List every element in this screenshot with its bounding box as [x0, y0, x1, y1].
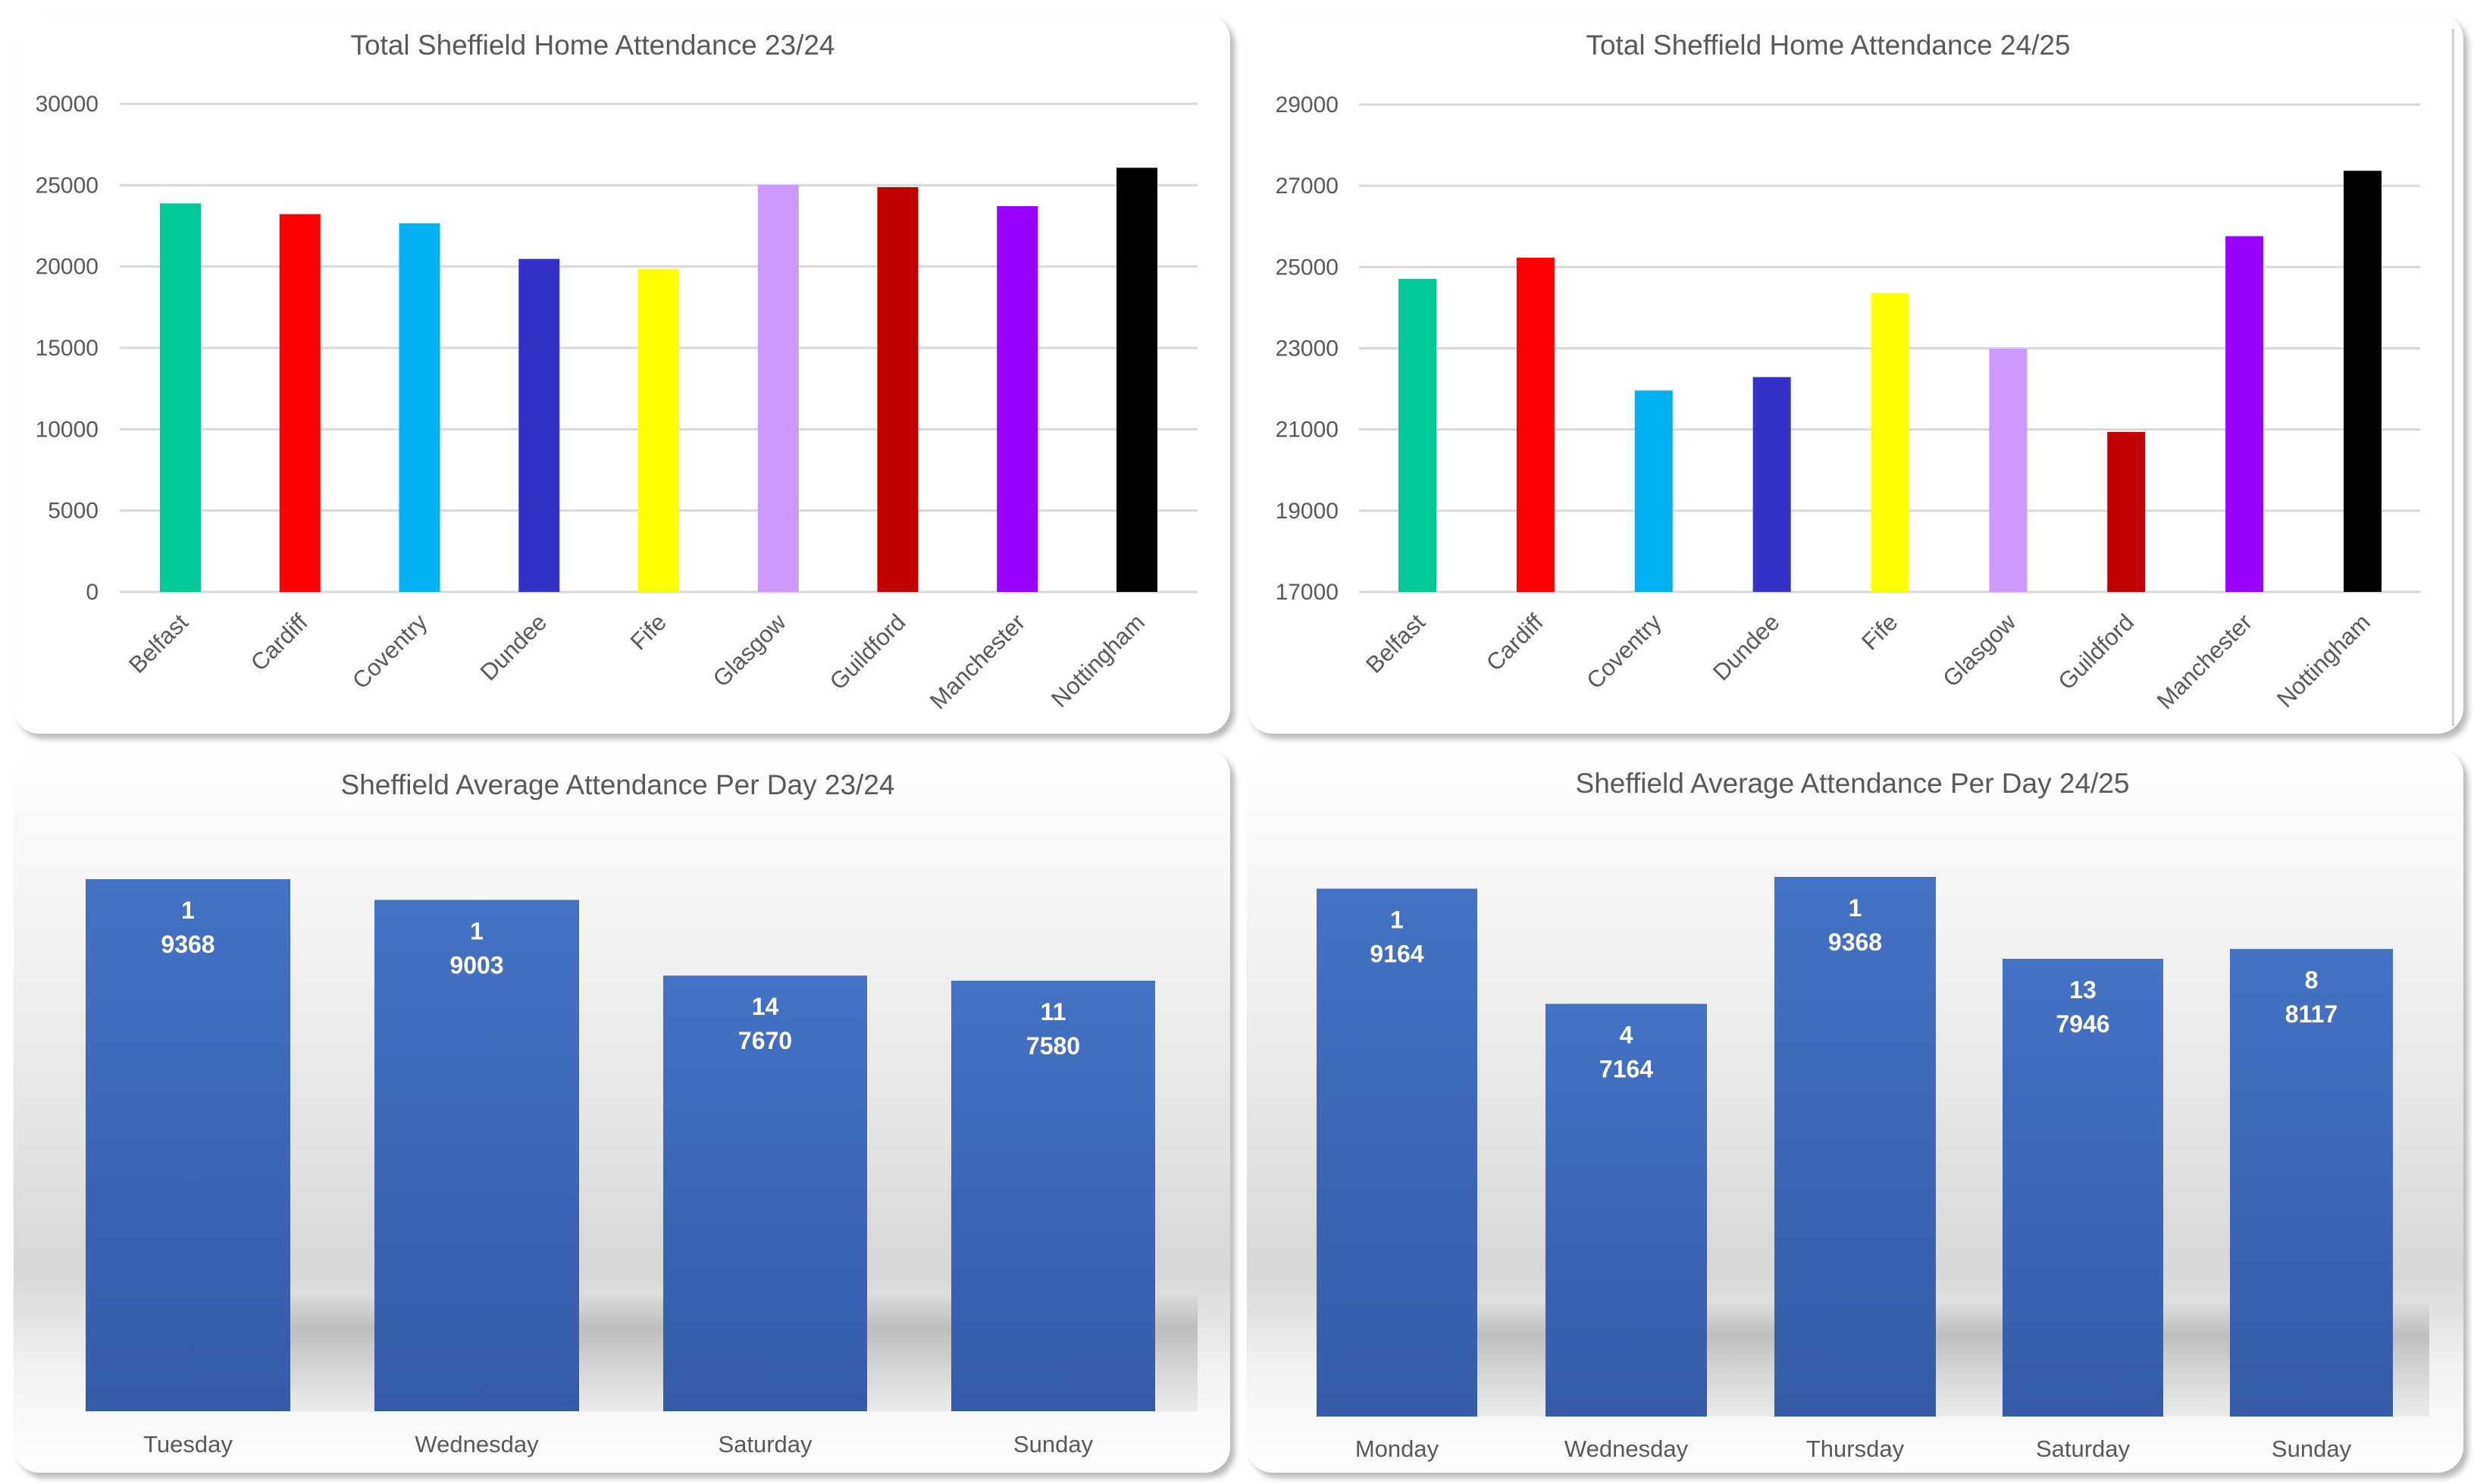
chart-avg-day-23-24: Sheffield Average Attendance Per Day 23/…	[86, 769, 1198, 1457]
x-tick-label: Monday	[1355, 1435, 1439, 1462]
x-tick-label: Guildford	[2053, 609, 2139, 695]
data-label-value: 9003	[449, 951, 503, 978]
y-tick-label: 20000	[36, 255, 99, 280]
data-label-value: 9368	[1828, 928, 1882, 956]
panel-edge-line	[2452, 29, 2454, 726]
bar-tuesday	[86, 879, 290, 1411]
x-tick-label: Wednesday	[1564, 1435, 1689, 1462]
x-tick-label: Sunday	[1013, 1431, 1094, 1457]
bar-manchester	[2225, 236, 2264, 592]
x-tick-label: Glasgow	[1937, 609, 2021, 692]
x-tick-label: Fife	[1856, 609, 1902, 655]
bar-belfast	[1398, 278, 1436, 592]
x-tick-label: Glasgow	[708, 609, 791, 692]
x-tick-label: Belfast	[1361, 609, 1430, 678]
data-label-count: 4	[1620, 1022, 1633, 1049]
chart-title: Sheffield Average Attendance Per Day 24/…	[1576, 768, 2130, 799]
data-label-count: 13	[2069, 976, 2097, 1003]
data-label-count: 1	[470, 917, 484, 944]
bar-guildford	[877, 186, 919, 593]
y-tick-label: 21000	[1276, 418, 1339, 443]
bar-dundee	[1752, 377, 1791, 592]
bar-thursday	[1774, 877, 1936, 1417]
data-label-value: 9164	[1370, 941, 1423, 968]
bar-glasgow	[1989, 349, 2028, 592]
x-tick-label: Tuesday	[143, 1431, 233, 1457]
chart-total-23-24: Total Sheffield Home Attendance 23/24 0 5…	[36, 30, 1198, 714]
y-tick-label: 15000	[36, 336, 99, 361]
bar-fife	[1871, 293, 1909, 592]
y-tick-label: 29000	[1276, 92, 1339, 117]
y-tick-label: 23000	[1276, 337, 1339, 362]
bar-coventry	[1634, 390, 1673, 592]
x-tick-label: Belfast	[124, 609, 193, 678]
chart-title: Sheffield Average Attendance Per Day 23/…	[341, 769, 895, 800]
chart-avg-day-24-25: Sheffield Average Attendance Per Day 24/…	[1317, 768, 2429, 1462]
chart-title: Total Sheffield Home Attendance 23/24	[350, 30, 835, 61]
y-tick-label: 5000	[48, 499, 99, 524]
bar-glasgow	[757, 184, 799, 593]
chart-total-24-25: Total Sheffield Home Attendance 24/25 17…	[1276, 30, 2420, 714]
bar-nottingham	[2344, 171, 2382, 593]
bar-monday	[1317, 888, 1477, 1417]
y-tick-label: 25000	[36, 173, 99, 198]
bar-wednesday	[1545, 1003, 1707, 1417]
y-tick-label: 17000	[1276, 580, 1339, 605]
bar-cardiff	[279, 214, 321, 592]
bar-dundee	[518, 258, 560, 592]
y-tick-label: 19000	[1276, 499, 1339, 524]
x-tick-label: Manchester	[2152, 609, 2257, 714]
bar-wednesday	[374, 900, 579, 1411]
data-label-count: 11	[1041, 998, 1066, 1025]
bar-cardiff	[1516, 258, 1555, 592]
y-tick-label: 10000	[36, 417, 99, 442]
x-tick-label: Nottingham	[2272, 609, 2375, 712]
x-tick-label: Sunday	[2272, 1435, 2352, 1462]
x-tick-label: Saturday	[718, 1431, 813, 1457]
data-label-count: 1	[181, 897, 195, 924]
x-tick-label: Wednesday	[415, 1431, 539, 1457]
bar-sunday	[951, 980, 1155, 1411]
data-label-count: 14	[752, 993, 779, 1020]
x-tick-label: Dundee	[1708, 609, 1785, 686]
x-tick-label: Cardiff	[246, 609, 313, 676]
data-label-count: 8	[2305, 966, 2319, 994]
x-tick-label: Coventry	[347, 609, 433, 694]
data-label-count: 1	[1849, 894, 1862, 922]
data-label-value: 7164	[1599, 1056, 1653, 1083]
data-label-value: 8117	[2285, 1000, 2338, 1028]
y-tick-label: 25000	[1276, 255, 1339, 280]
data-label-value: 9368	[161, 931, 215, 958]
bar-belfast	[160, 203, 201, 593]
data-label-value: 7946	[2056, 1010, 2109, 1038]
data-label-value: 7670	[738, 1027, 792, 1054]
chart-title: Total Sheffield Home Attendance 24/25	[1586, 30, 2070, 61]
bar-nottingham	[1116, 167, 1157, 592]
x-tick-label: Guildford	[825, 609, 911, 695]
x-tick-label: Thursday	[1806, 1435, 1905, 1462]
y-tick-label: 27000	[1276, 174, 1339, 199]
x-tick-label: Nottingham	[1046, 609, 1150, 712]
x-tick-label: Manchester	[925, 609, 1030, 714]
x-tick-label: Dundee	[475, 609, 553, 686]
x-tick-label: Coventry	[1581, 609, 1667, 694]
data-label-value: 7580	[1026, 1032, 1080, 1060]
bar-guildford	[2107, 431, 2146, 592]
bar-saturday	[2003, 959, 2163, 1417]
bar-saturday	[663, 975, 867, 1411]
bar-fife	[638, 268, 679, 592]
bar-coventry	[399, 223, 440, 592]
bar-manchester	[997, 206, 1038, 592]
x-tick-label: Cardiff	[1481, 609, 1549, 676]
x-tick-label: Saturday	[2036, 1435, 2131, 1462]
data-label-count: 1	[1390, 906, 1404, 934]
bar-sunday	[2230, 949, 2393, 1417]
y-tick-label: 30000	[36, 92, 99, 117]
y-tick-label: 0	[86, 580, 99, 605]
x-tick-label: Fife	[625, 609, 672, 655]
